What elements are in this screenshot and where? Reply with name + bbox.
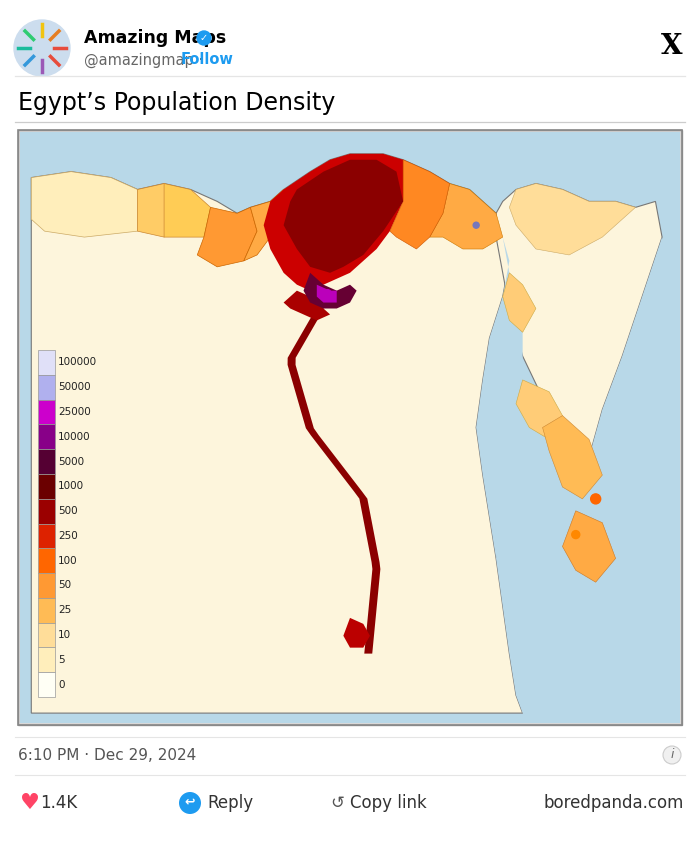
Text: 1.4K: 1.4K xyxy=(40,794,77,812)
Polygon shape xyxy=(288,309,380,653)
Polygon shape xyxy=(264,153,430,291)
Bar xyxy=(18,130,682,725)
Polygon shape xyxy=(516,380,563,439)
Text: 100000: 100000 xyxy=(58,357,97,368)
Text: ↩: ↩ xyxy=(185,797,195,809)
Polygon shape xyxy=(390,160,449,249)
Text: 25: 25 xyxy=(58,605,71,615)
Text: 25000: 25000 xyxy=(58,407,91,417)
Polygon shape xyxy=(344,618,370,647)
Bar xyxy=(38,350,55,375)
Circle shape xyxy=(179,792,201,814)
Text: i: i xyxy=(671,749,673,761)
Bar xyxy=(38,474,55,499)
Text: ↺: ↺ xyxy=(330,794,344,812)
Bar xyxy=(38,598,55,623)
Text: 0: 0 xyxy=(58,679,64,690)
Bar xyxy=(38,623,55,647)
Text: ✓: ✓ xyxy=(200,33,208,43)
Polygon shape xyxy=(32,172,137,237)
Text: Egypt’s Population Density: Egypt’s Population Density xyxy=(18,91,335,115)
Bar xyxy=(18,130,682,725)
Polygon shape xyxy=(244,190,284,260)
Polygon shape xyxy=(284,291,330,320)
Polygon shape xyxy=(197,207,257,267)
Circle shape xyxy=(591,494,601,504)
Circle shape xyxy=(572,530,580,539)
Circle shape xyxy=(473,223,480,228)
Polygon shape xyxy=(503,273,536,332)
Circle shape xyxy=(663,746,681,764)
Bar xyxy=(20,132,680,723)
Bar xyxy=(38,375,55,400)
Text: Reply: Reply xyxy=(207,794,253,812)
Bar xyxy=(38,400,55,424)
Polygon shape xyxy=(496,184,662,475)
Polygon shape xyxy=(496,201,662,713)
Text: Copy link: Copy link xyxy=(350,794,427,812)
Text: 250: 250 xyxy=(58,531,78,541)
Bar xyxy=(38,647,55,672)
Text: 500: 500 xyxy=(58,506,78,516)
Text: 6:10 PM · Dec 29, 2024: 6:10 PM · Dec 29, 2024 xyxy=(18,748,196,763)
Polygon shape xyxy=(32,153,523,713)
Text: 5000: 5000 xyxy=(58,457,84,466)
Bar xyxy=(38,548,55,573)
Text: ♥: ♥ xyxy=(20,793,40,813)
Text: 10000: 10000 xyxy=(58,432,90,442)
Polygon shape xyxy=(542,416,602,499)
Circle shape xyxy=(197,31,211,45)
Text: Follow: Follow xyxy=(181,52,234,67)
Circle shape xyxy=(323,290,331,298)
Bar xyxy=(38,524,55,548)
Bar xyxy=(38,672,55,697)
Polygon shape xyxy=(430,184,503,249)
Polygon shape xyxy=(563,511,615,583)
Polygon shape xyxy=(476,213,523,558)
Polygon shape xyxy=(284,160,403,273)
Text: 10: 10 xyxy=(58,630,71,640)
Text: boredpanda.com: boredpanda.com xyxy=(544,794,684,812)
Bar xyxy=(38,573,55,598)
Text: Amazing Maps: Amazing Maps xyxy=(84,29,226,47)
Text: 50: 50 xyxy=(58,581,71,590)
Polygon shape xyxy=(164,184,211,237)
Polygon shape xyxy=(304,273,356,309)
Polygon shape xyxy=(137,184,177,237)
Text: X: X xyxy=(662,33,682,60)
Text: 1000: 1000 xyxy=(58,481,84,491)
Circle shape xyxy=(14,20,70,76)
Polygon shape xyxy=(317,285,337,303)
Text: 100: 100 xyxy=(58,556,78,566)
Text: 5: 5 xyxy=(58,655,64,665)
Bar xyxy=(38,424,55,449)
Bar xyxy=(38,449,55,474)
Text: @amazingmap ·: @amazingmap · xyxy=(84,52,208,67)
Text: 50000: 50000 xyxy=(58,382,90,392)
Bar xyxy=(38,499,55,524)
Polygon shape xyxy=(510,184,636,255)
